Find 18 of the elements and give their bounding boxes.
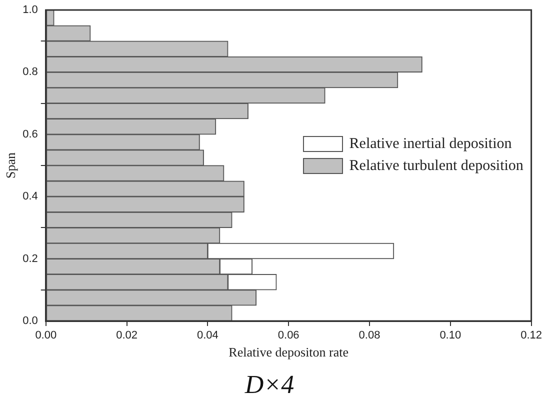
- x-axis-title: Relative depositon rate: [228, 344, 349, 360]
- y-tick-label: 0.6: [22, 128, 38, 140]
- y-axis-title: Span: [3, 152, 18, 178]
- text: Relative inertial deposition: [349, 136, 512, 152]
- y-tick-label: 1.0: [22, 4, 38, 16]
- x-tick-label: 0.06: [278, 330, 300, 342]
- x-tick-label: 0.12: [520, 330, 542, 342]
- x-tick-label: 0.08: [358, 330, 380, 342]
- x-tick-label: 0.00: [35, 330, 57, 342]
- y-tick-label: 0.8: [22, 66, 38, 78]
- y-tick-label: 0.2: [22, 252, 38, 265]
- y-tick-label: 0.4: [22, 190, 38, 203]
- y-tick-label: 0.0: [22, 315, 38, 328]
- x-tick-label: 0.10: [440, 330, 462, 342]
- legend-label: Relative turbulent deposition: [349, 158, 524, 174]
- x-tick-label: 0.04: [196, 330, 218, 342]
- text: D×4: [244, 370, 294, 400]
- x-tick-label: 0.02: [116, 330, 138, 342]
